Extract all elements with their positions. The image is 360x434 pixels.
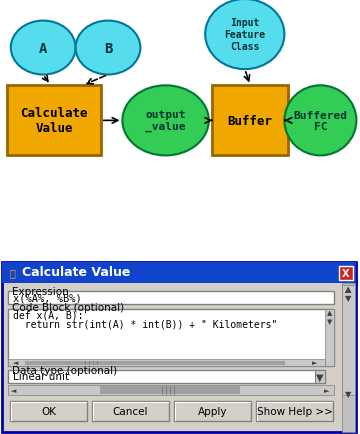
- Text: ▼: ▼: [345, 390, 352, 398]
- Text: Input
Feature
Class: Input Feature Class: [224, 18, 265, 52]
- FancyBboxPatch shape: [325, 309, 334, 366]
- Text: Buffer: Buffer: [228, 115, 273, 128]
- Text: ▼: ▼: [345, 294, 352, 303]
- Text: return str(int(A) * int(B)) + " Kilometers": return str(int(A) * int(B)) + " Kilomete…: [13, 319, 277, 329]
- Text: ▼: ▼: [327, 318, 332, 324]
- FancyBboxPatch shape: [256, 401, 333, 421]
- Text: ◄: ◄: [11, 387, 17, 393]
- Ellipse shape: [284, 86, 356, 156]
- FancyBboxPatch shape: [8, 359, 325, 366]
- FancyBboxPatch shape: [10, 401, 87, 421]
- FancyBboxPatch shape: [8, 370, 325, 383]
- Ellipse shape: [122, 86, 209, 156]
- Text: Calculate Value: Calculate Value: [22, 266, 130, 279]
- FancyBboxPatch shape: [25, 361, 285, 365]
- FancyBboxPatch shape: [212, 86, 288, 156]
- Ellipse shape: [205, 0, 284, 70]
- Text: X: X: [342, 268, 350, 278]
- Ellipse shape: [76, 22, 140, 76]
- Text: x(%A%, %B%): x(%A%, %B%): [13, 293, 82, 303]
- FancyBboxPatch shape: [315, 370, 325, 383]
- Text: OK: OK: [41, 406, 56, 416]
- Text: ►: ►: [312, 360, 318, 366]
- Text: ◄: ◄: [13, 360, 19, 366]
- Text: ▲: ▲: [327, 309, 332, 315]
- Text: Show Help >>: Show Help >>: [257, 406, 332, 416]
- Text: ▲: ▲: [345, 285, 352, 294]
- Text: Linear unit: Linear unit: [13, 372, 69, 381]
- FancyBboxPatch shape: [92, 401, 169, 421]
- Text: B: B: [104, 42, 112, 56]
- Text: Expression: Expression: [12, 286, 69, 296]
- Text: output
_value: output _value: [145, 110, 186, 132]
- FancyBboxPatch shape: [2, 263, 356, 432]
- Text: Calculate
Value: Calculate Value: [20, 107, 88, 135]
- Text: A: A: [39, 42, 48, 56]
- FancyBboxPatch shape: [339, 266, 353, 280]
- FancyBboxPatch shape: [8, 309, 334, 366]
- FancyBboxPatch shape: [8, 385, 334, 395]
- FancyBboxPatch shape: [8, 291, 334, 304]
- FancyBboxPatch shape: [174, 401, 251, 421]
- Text: Buffered
FC: Buffered FC: [293, 110, 347, 132]
- FancyBboxPatch shape: [342, 285, 355, 395]
- Text: def x(A, B):: def x(A, B):: [13, 310, 84, 320]
- Text: ▲: ▲: [345, 285, 352, 294]
- Text: Data type (optional): Data type (optional): [12, 365, 117, 375]
- Text: Cancel: Cancel: [113, 406, 148, 416]
- Text: Code Block (optional): Code Block (optional): [12, 302, 124, 312]
- Text: ▼: ▼: [316, 372, 324, 381]
- FancyBboxPatch shape: [100, 386, 240, 394]
- FancyBboxPatch shape: [342, 283, 355, 432]
- Text: ►: ►: [324, 387, 330, 393]
- Ellipse shape: [11, 22, 76, 76]
- Text: 🔨: 🔨: [9, 267, 15, 277]
- FancyBboxPatch shape: [2, 263, 356, 283]
- FancyBboxPatch shape: [7, 86, 101, 156]
- Text: Apply: Apply: [198, 406, 227, 416]
